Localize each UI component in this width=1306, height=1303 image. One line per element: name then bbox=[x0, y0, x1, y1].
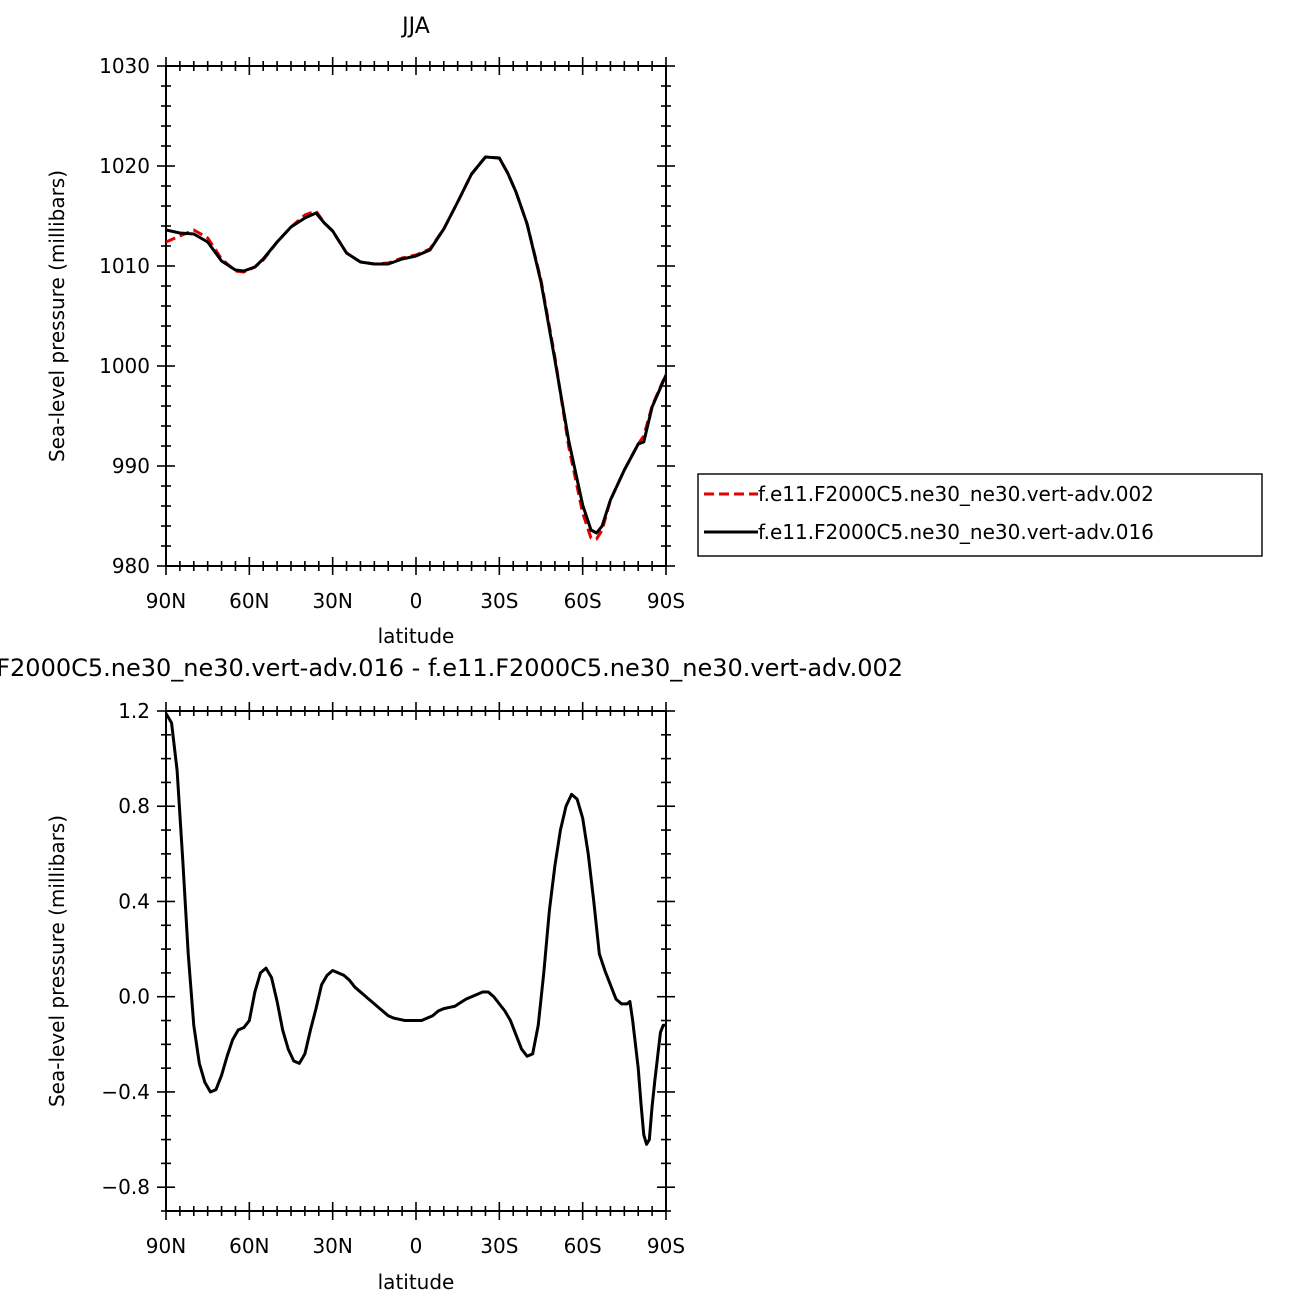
x-tick-label: 90S bbox=[647, 1234, 685, 1258]
x-tick-label: 30N bbox=[312, 1234, 352, 1258]
plot-frame bbox=[165, 710, 667, 1212]
legend-label-1: f.e11.F2000C5.ne30_ne30.vert-adv.016 bbox=[758, 520, 1154, 544]
y-tick-label: −0.4 bbox=[101, 1080, 150, 1104]
series-line-0 bbox=[166, 712, 666, 1146]
legend-label-0: f.e11.F2000C5.ne30_ne30.vert-adv.002 bbox=[758, 482, 1154, 506]
y-axis-label: Sea-level pressure (millibars) bbox=[45, 815, 69, 1107]
y-tick-label: 0.0 bbox=[118, 985, 150, 1009]
y-tick-label: 1030 bbox=[99, 54, 150, 78]
series-group bbox=[166, 712, 666, 1146]
x-tick-label: 30S bbox=[480, 1234, 518, 1258]
y-tick-label: 1020 bbox=[99, 154, 150, 178]
x-axis-label: latitude bbox=[378, 1270, 455, 1294]
bottom-panel: 90N 60N 30N 0 30S 60S 90S −0.8 −0.4 0.0 0.4 0.8 1.2 l… bbox=[0, 654, 903, 1294]
y-tick-label: 1.2 bbox=[118, 699, 150, 723]
y-tick-label: 1000 bbox=[99, 354, 150, 378]
x-axis-label: latitude bbox=[378, 624, 455, 648]
chart-title: JJA bbox=[400, 14, 430, 39]
x-tick-label: 0 bbox=[410, 1234, 423, 1258]
y-tick-label: 980 bbox=[112, 554, 150, 578]
series-group bbox=[166, 155, 666, 541]
y-tick-label: 990 bbox=[112, 454, 150, 478]
x-tick-label: 60S bbox=[564, 589, 602, 613]
chart-title: f.e11.F2000C5.ne30_ne30.vert-adv.016 - f… bbox=[0, 654, 903, 682]
series-line-0 bbox=[166, 155, 666, 541]
y-axis-label: Sea-level pressure (millibars) bbox=[45, 170, 69, 462]
x-tick-label: 60N bbox=[229, 1234, 269, 1258]
x-tick-label: 90N bbox=[146, 589, 186, 613]
x-tick-label: 90N bbox=[146, 1234, 186, 1258]
x-tick-label: 90S bbox=[647, 589, 685, 613]
top-panel: 90N 60N 30N 0 30S 60S 90S 980 990 1000 1010 1020 103… bbox=[45, 14, 1263, 648]
legend-box bbox=[697, 473, 1263, 557]
series-line-1 bbox=[166, 155, 666, 535]
y-tick-label: 0.8 bbox=[118, 794, 150, 818]
y-tick-label: −0.8 bbox=[101, 1175, 150, 1199]
x-tick-label: 30N bbox=[312, 589, 352, 613]
plot-frame bbox=[165, 65, 667, 567]
x-tick-label: 60N bbox=[229, 589, 269, 613]
x-tick-label: 60S bbox=[564, 1234, 602, 1258]
x-tick-label: 0 bbox=[410, 589, 423, 613]
y-tick-label: 0.4 bbox=[118, 889, 150, 913]
x-tick-label: 30S bbox=[480, 589, 518, 613]
y-tick-label: 1010 bbox=[99, 254, 150, 278]
